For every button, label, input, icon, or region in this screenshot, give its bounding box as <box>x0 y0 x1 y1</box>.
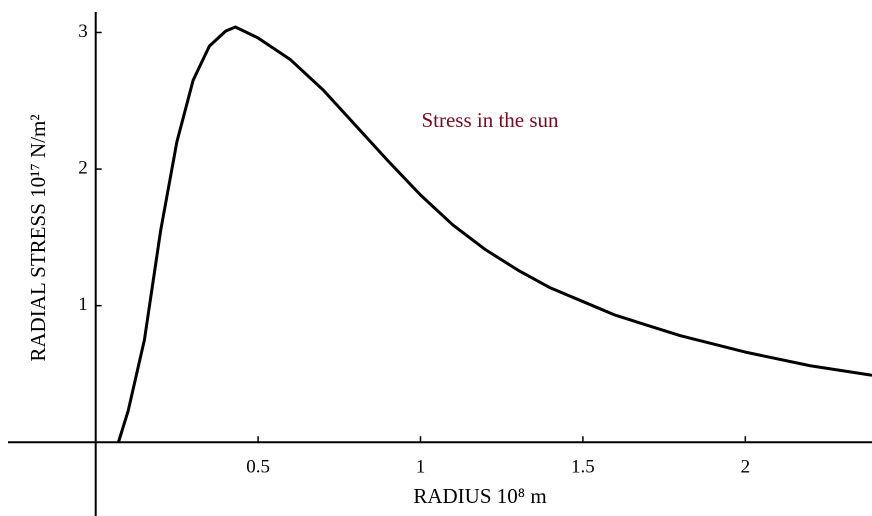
x-tick-label: 1 <box>416 457 426 478</box>
x-tick-label: 0.5 <box>246 457 270 478</box>
curve <box>117 25 872 443</box>
y-axis-label: RADIAL STRESS 10¹⁷ N/m² <box>26 114 50 361</box>
x-tick-label: 2 <box>741 457 751 478</box>
x-tick-label: 1.5 <box>571 457 595 478</box>
y-tick-label: 2 <box>78 157 88 178</box>
y-tick-label: 3 <box>78 21 88 42</box>
x-axis-label: RADIUS 10⁸ m <box>413 484 546 508</box>
y-tick-label: 1 <box>78 294 88 315</box>
annotation: Stress in the sun <box>421 108 559 132</box>
